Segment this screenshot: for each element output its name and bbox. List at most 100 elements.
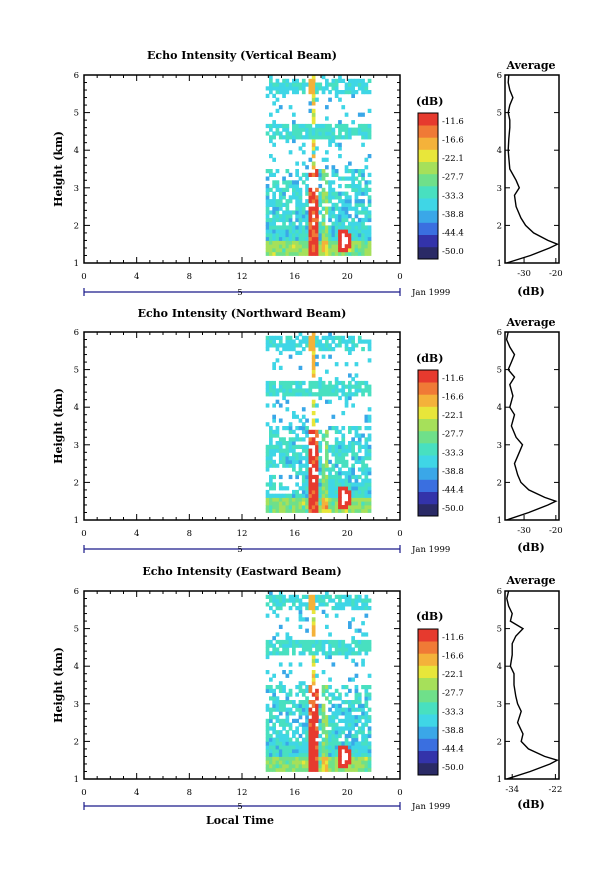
heatmap-cell <box>318 448 323 453</box>
heatmap-cell <box>341 229 346 234</box>
heatmap-cell <box>334 471 339 476</box>
heatmap-cell <box>311 711 316 716</box>
heatmap-cell <box>265 380 270 386</box>
heatmap-cell <box>282 722 286 727</box>
heatmap-cell <box>341 444 346 449</box>
heatmap-cell <box>305 214 309 219</box>
heatmap-cell <box>285 715 290 720</box>
heatmap-cell <box>288 606 293 611</box>
heatmap-cell <box>344 647 349 652</box>
heatmap-cell <box>361 221 365 226</box>
heatmap-cell <box>344 248 349 253</box>
heatmap-cell <box>305 463 309 468</box>
heatmap-cell <box>305 240 309 245</box>
heatmap-cell <box>308 486 313 491</box>
heatmap-cell <box>311 240 316 245</box>
heatmap-cell <box>354 229 359 234</box>
heatmap-cell <box>278 131 283 136</box>
heatmap-cell <box>354 722 359 727</box>
heatmap-cell <box>338 244 342 249</box>
heatmap-cell <box>315 248 319 253</box>
heatmap-cell <box>321 594 326 599</box>
heatmap-cell <box>357 232 362 238</box>
heatmap-cell <box>341 711 346 716</box>
heatmap-cell <box>298 598 303 603</box>
heatmap-cell <box>272 452 276 457</box>
heatmap-cell <box>328 651 332 656</box>
heatmap-cell <box>331 251 336 256</box>
heatmap-cell <box>367 187 372 192</box>
heatmap-cell <box>288 752 293 757</box>
heatmap-cell <box>298 617 303 622</box>
heatmap-cell <box>334 737 339 742</box>
heatmap-cell <box>275 767 280 772</box>
heatmap-cell <box>328 508 332 513</box>
heatmap-cell <box>357 202 362 207</box>
heatmap-cell <box>364 696 369 701</box>
heatmap-cell <box>269 501 273 506</box>
heatmap-cell <box>298 214 303 219</box>
heatmap-cell <box>305 703 309 708</box>
heatmap-cell <box>354 456 359 461</box>
heatmap-cell <box>275 748 280 754</box>
heatmap-cell <box>367 240 372 245</box>
heatmap-cell <box>275 169 280 174</box>
heatmap-cell <box>288 688 293 693</box>
heatmap-cell <box>348 236 352 241</box>
heatmap-cell <box>308 210 313 215</box>
heatmap-cell <box>321 643 326 648</box>
heatmap-cell <box>325 339 329 344</box>
heatmap-cell <box>354 505 359 510</box>
heatmap-cell <box>265 206 270 211</box>
heatmap-cell <box>364 467 369 472</box>
heatmap-cell <box>308 478 313 483</box>
heatmap-cell <box>272 598 276 603</box>
heatmap-cell <box>272 221 276 226</box>
heatmap-cell <box>334 501 339 506</box>
colorbar-tick-label: -11.6 <box>442 633 464 643</box>
heatmap-cell <box>311 403 316 408</box>
heatmap-cell <box>298 350 303 355</box>
heatmap-cell <box>295 752 299 757</box>
heatmap-cell <box>338 692 342 697</box>
heatmap-cell <box>357 199 362 204</box>
heatmap-cell <box>311 135 316 140</box>
heatmap-cell <box>269 210 273 215</box>
heatmap-cell <box>318 240 323 245</box>
heatmap-cell <box>338 745 342 750</box>
heatmap-cell <box>321 221 326 226</box>
heatmap-cell <box>265 210 270 215</box>
heatmap-cell <box>351 236 355 241</box>
heatmap-cell <box>275 347 280 352</box>
heatmap-cell <box>334 651 339 656</box>
heatmap-cell <box>278 225 283 230</box>
heatmap-cell <box>344 508 349 513</box>
heatmap-cell <box>354 380 359 386</box>
heatmap-vertical <box>265 75 372 256</box>
heatmap-cell <box>344 347 349 352</box>
heatmap-cell <box>282 437 286 442</box>
heatmap-cell <box>328 199 332 204</box>
heatmap-cell <box>275 752 280 757</box>
heatmap-cell <box>305 335 309 340</box>
heatmap-cell <box>334 429 339 434</box>
heatmap-cell <box>288 493 293 498</box>
heatmap-cell <box>292 741 296 746</box>
heatmap-cell <box>305 172 309 177</box>
heatmap-cell <box>334 613 339 618</box>
heatmap-cell <box>308 131 313 136</box>
heatmap-cell <box>325 696 329 701</box>
heatmap-cell <box>285 392 290 397</box>
heatmap-cell <box>361 380 365 386</box>
heatmap-cell <box>331 202 336 207</box>
heatmap-cell <box>361 339 365 344</box>
heatmap-cell <box>361 508 365 513</box>
heatmap-cell <box>275 718 280 723</box>
heatmap-cell <box>275 199 280 204</box>
heatmap-cell <box>269 707 273 712</box>
heatmap-cell <box>305 131 309 136</box>
heatmap-cell <box>288 737 293 742</box>
heatmap-cell <box>331 180 336 185</box>
heatmap-cell <box>338 217 342 223</box>
heatmap-cell <box>301 748 306 754</box>
